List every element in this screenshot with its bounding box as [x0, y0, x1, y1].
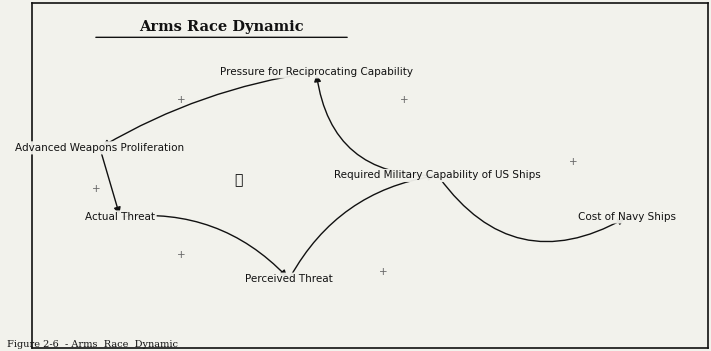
- Text: Perceived Threat: Perceived Threat: [245, 274, 333, 284]
- Text: Cost of Navy Ships: Cost of Navy Ships: [578, 212, 676, 222]
- FancyArrowPatch shape: [104, 72, 314, 146]
- FancyArrowPatch shape: [123, 216, 286, 276]
- FancyArrowPatch shape: [291, 174, 434, 277]
- Text: Figure 2-6  - Arms  Race  Dynamic: Figure 2-6 - Arms Race Dynamic: [7, 340, 178, 349]
- Text: +: +: [176, 250, 186, 260]
- Text: Required Military Capability of US Ships: Required Military Capability of US Ships: [334, 171, 541, 180]
- Text: 🚀: 🚀: [234, 174, 242, 188]
- Text: +: +: [176, 94, 186, 105]
- FancyArrowPatch shape: [101, 151, 120, 213]
- FancyArrowPatch shape: [439, 178, 624, 241]
- Text: Actual Threat: Actual Threat: [85, 212, 155, 222]
- Text: +: +: [400, 94, 408, 105]
- FancyArrowPatch shape: [315, 76, 435, 176]
- Text: Arms Race Dynamic: Arms Race Dynamic: [139, 20, 304, 34]
- Text: Pressure for Reciprocating Capability: Pressure for Reciprocating Capability: [220, 67, 412, 77]
- Text: Advanced Weapons Proliferation: Advanced Weapons Proliferation: [15, 143, 184, 153]
- Text: +: +: [569, 157, 577, 167]
- Text: +: +: [380, 267, 388, 277]
- Text: +: +: [92, 184, 101, 194]
